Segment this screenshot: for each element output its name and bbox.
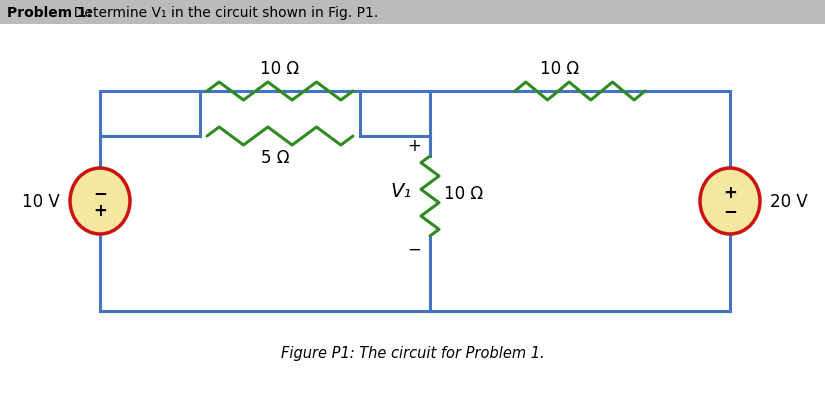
Text: +: + — [407, 137, 421, 155]
Text: −: − — [407, 241, 421, 258]
Text: 10 V: 10 V — [22, 192, 60, 211]
Text: +: + — [93, 201, 107, 219]
Text: 5 Ω: 5 Ω — [261, 149, 290, 166]
Text: 10 Ω: 10 Ω — [261, 60, 299, 78]
Text: 10 Ω: 10 Ω — [540, 60, 579, 78]
Text: −: − — [93, 184, 107, 201]
Text: Problem 1:: Problem 1: — [7, 6, 92, 20]
Text: Figure P1: The circuit for Problem 1.: Figure P1: The circuit for Problem 1. — [281, 346, 544, 360]
Text: 20 V: 20 V — [770, 192, 808, 211]
Text: −: − — [723, 201, 737, 219]
FancyBboxPatch shape — [0, 0, 825, 25]
Text: +: + — [723, 184, 737, 201]
Text: V₁: V₁ — [391, 182, 412, 201]
Text: 10 Ω: 10 Ω — [444, 184, 483, 203]
Ellipse shape — [700, 168, 760, 235]
Text: Determine V₁ in the circuit shown in Fig. P1.: Determine V₁ in the circuit shown in Fig… — [65, 6, 378, 20]
Ellipse shape — [70, 168, 130, 235]
